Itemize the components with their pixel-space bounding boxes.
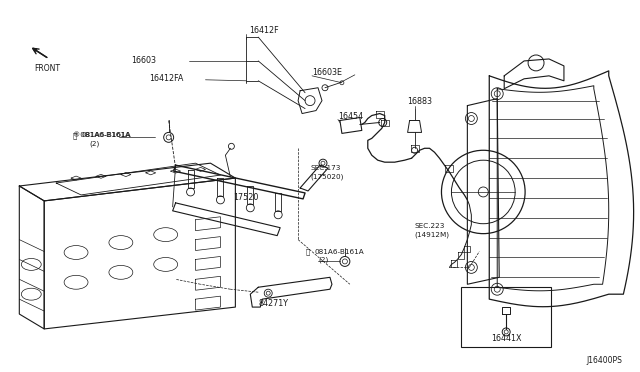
Text: 081A6-B161A: 081A6-B161A [81, 132, 131, 138]
Text: 16441X: 16441X [491, 334, 522, 343]
Text: 84271Y: 84271Y [259, 299, 288, 308]
Text: J16400PS: J16400PS [587, 356, 623, 365]
Text: (175020): (175020) [310, 174, 344, 180]
Text: Ⓑ: Ⓑ [73, 132, 77, 139]
Text: 16412F: 16412F [250, 26, 279, 35]
Text: (2): (2) [318, 256, 328, 263]
Text: ®081A6-B161A: ®081A6-B161A [73, 132, 130, 138]
Text: 16454: 16454 [338, 112, 363, 121]
Text: (2): (2) [89, 140, 99, 147]
Text: (14912M): (14912M) [415, 231, 449, 238]
Text: 081A6-B161A: 081A6-B161A [314, 248, 364, 254]
Text: 17520: 17520 [234, 193, 259, 202]
Text: 16603: 16603 [131, 57, 156, 65]
Bar [461, 287, 551, 347]
Text: FRONT: FRONT [35, 64, 60, 73]
Text: 16412FA: 16412FA [148, 74, 183, 83]
Text: Ⓑ: Ⓑ [306, 248, 310, 255]
Text: 16883: 16883 [408, 97, 433, 106]
Text: SEC.173: SEC.173 [310, 165, 340, 171]
Text: 16603E: 16603E [312, 68, 342, 77]
Text: SEC.223: SEC.223 [415, 223, 445, 229]
